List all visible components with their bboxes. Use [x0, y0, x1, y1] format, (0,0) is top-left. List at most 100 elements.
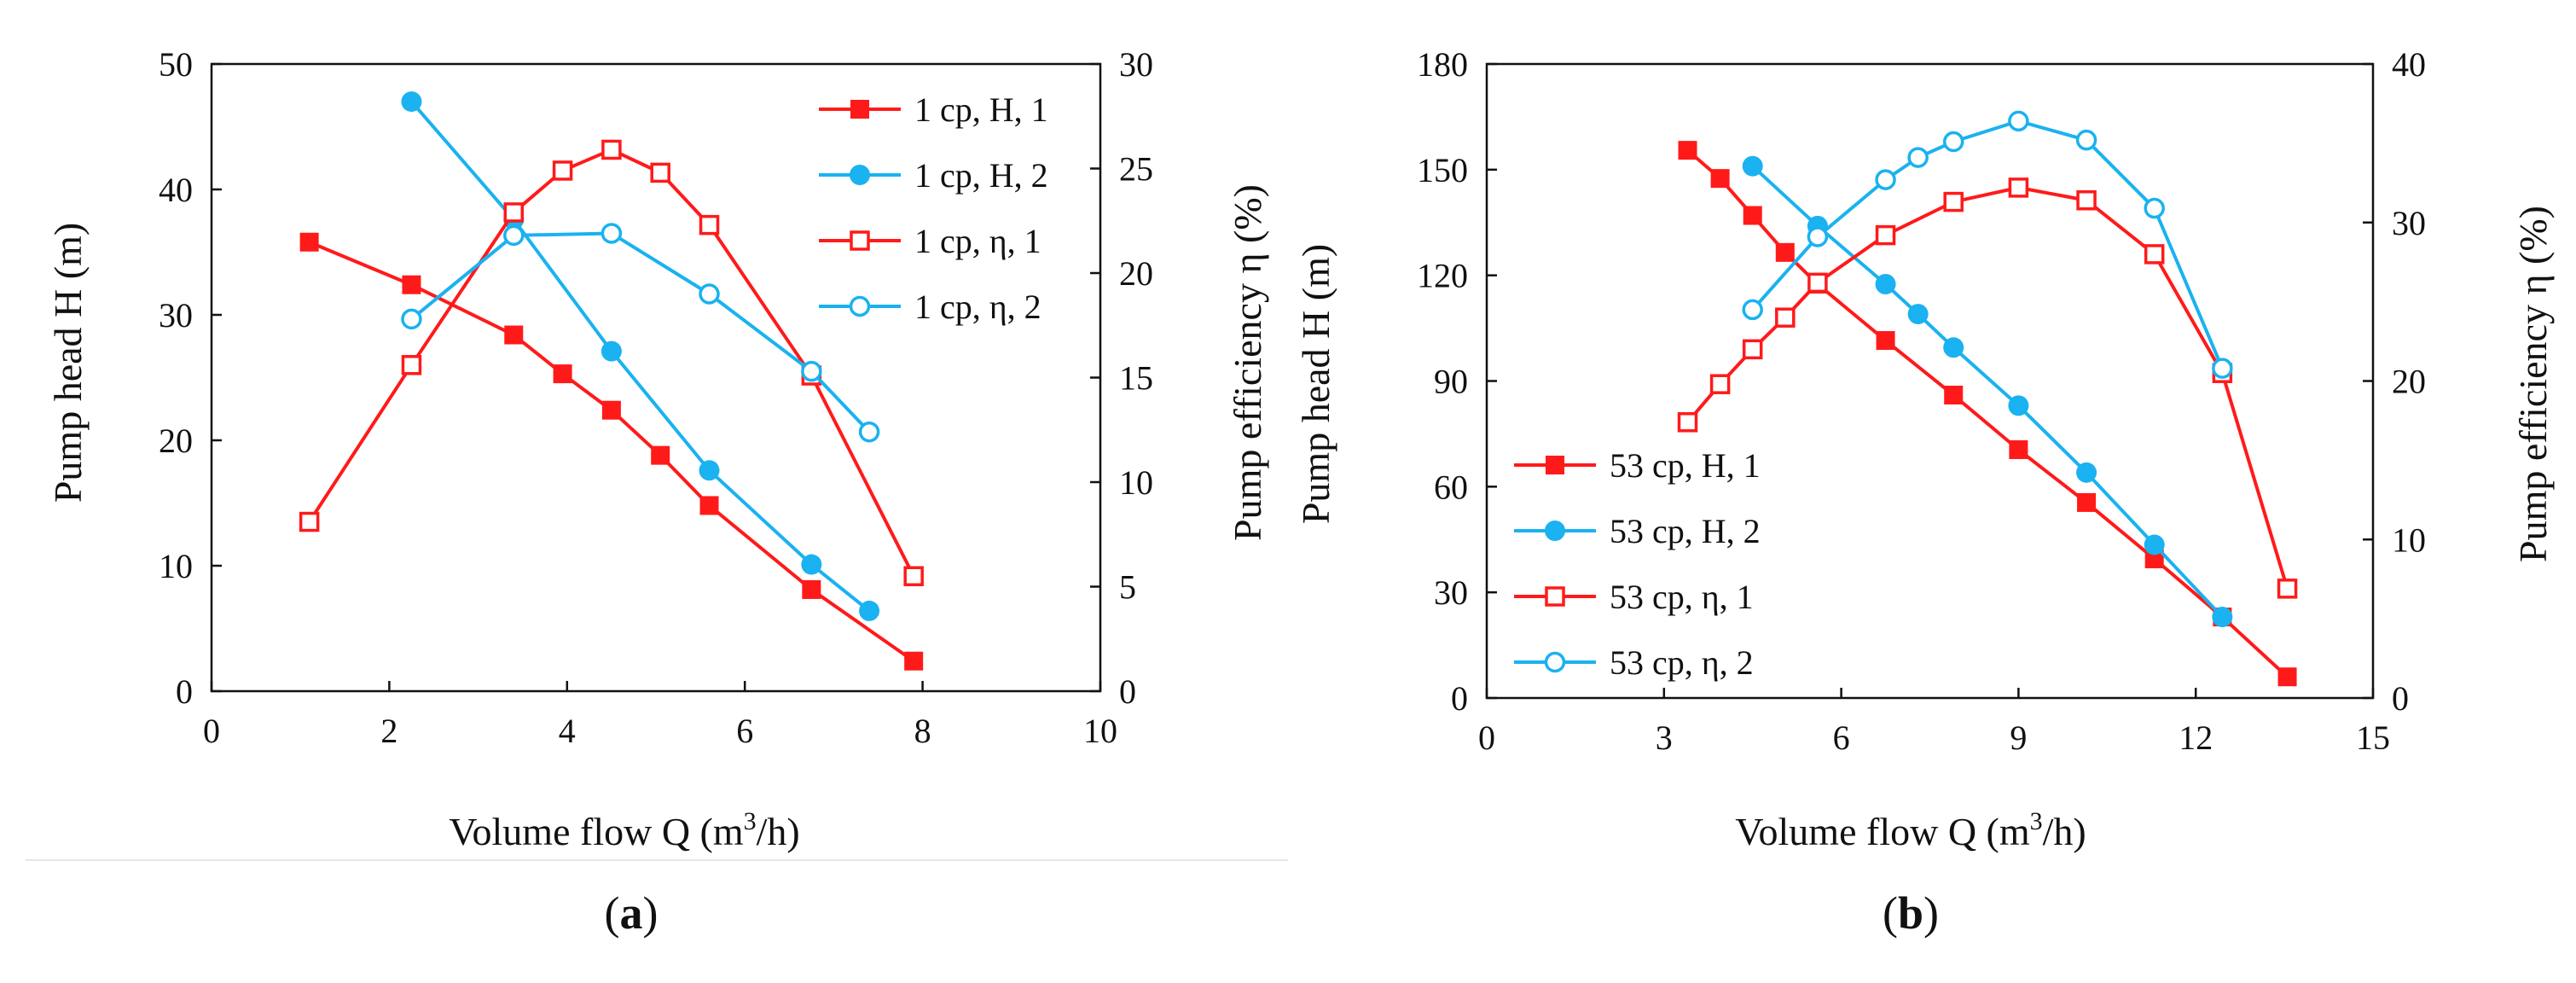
panel-b-x-tick-label: 3	[1656, 718, 1673, 757]
panel-a-x-axis-title: Volume flow Q (m3/h)	[449, 807, 800, 853]
panel-a-y-tick-label: 0	[176, 672, 193, 711]
panel-a-legend-item: 1 cp, η, 1	[819, 222, 1041, 260]
panel-a-series-2-point	[801, 554, 822, 575]
panel-a-y-tick-label: 20	[159, 422, 193, 460]
panel-b-series-4	[1742, 110, 2233, 379]
panel-a-x-tick-label: 0	[203, 712, 220, 750]
panel-a-legend-item: 1 cp, H, 2	[819, 156, 1048, 195]
panel-b-y-tick-label: 30	[1434, 573, 1468, 612]
panel-b-legend-swatch-marker	[1546, 456, 1564, 474]
panel-b-legend-label: 53 cp, η, 1	[1610, 578, 1754, 616]
panel-a-y2-tick-label: 5	[1119, 568, 1136, 607]
panel-a-series-4-point	[801, 360, 822, 382]
panel-a-x-tick-label: 2	[380, 712, 397, 750]
panel-a-series-2-point	[859, 600, 880, 621]
panel-a-series-4-point	[401, 308, 422, 330]
panel-b-series-4-point	[2212, 358, 2233, 379]
panel-b-x-tick-label: 6	[1833, 718, 1850, 757]
panel-b-series-4-point	[2008, 110, 2029, 132]
panel-a-series-1-point	[802, 579, 821, 599]
panel-b-legend-item: 53 cp, η, 1	[1514, 578, 1754, 616]
panel-a-series-1-point	[553, 364, 572, 384]
panel-b-series-4-point	[1942, 131, 1964, 153]
panel-a-series-2-line	[409, 100, 871, 613]
panel-a-y2-tick-label: 30	[1119, 45, 1153, 84]
panel-a-series-3-point	[401, 355, 422, 375]
panel-b-legend-swatch-marker	[1545, 521, 1565, 541]
panel-b-series-1-point	[2077, 492, 2097, 512]
panel-a-series-3-point	[903, 566, 924, 586]
panel-b-legend-label: 53 cp, H, 2	[1610, 512, 1761, 550]
panel-a-caption: (a)	[605, 887, 659, 939]
panel-a-y2-tick-label: 15	[1119, 359, 1153, 398]
panel-a-legend-swatch-marker	[849, 295, 871, 317]
panel-a-x-tick-label: 4	[559, 712, 576, 750]
panel-a-series-4-point	[699, 283, 720, 305]
panel-b-y-axis-title: Pump head H (m)	[1294, 244, 1337, 524]
panel-b-series-3-point	[2277, 579, 2298, 599]
panel-b-series-1-point	[2009, 439, 2028, 459]
panel-a-legend-label: 1 cp, η, 2	[914, 288, 1041, 326]
panel-a-y2-tick-label: 10	[1119, 463, 1153, 502]
panel-a-series-3-point	[299, 511, 320, 532]
panel-b-x-tick-label: 9	[2010, 718, 2027, 757]
panel-b-series-2-point	[2212, 607, 2233, 628]
panel-a-series-4-point	[858, 421, 880, 443]
panel-a-chart: Volume flow Q (m3/h) Pump head H (m) Pum…	[26, 45, 1288, 939]
panel-a-series-1-point	[601, 400, 621, 420]
panel-a-legend-item: 1 cp, η, 2	[819, 288, 1041, 326]
panel-b-legend-item: 53 cp, H, 1	[1514, 446, 1761, 485]
panel-b-chart: Volume flow Q (m3/h) Pump head H (m) Pum…	[1294, 45, 2555, 939]
panel-a-series-1-point	[699, 496, 719, 515]
panel-b-series-2-point	[2076, 462, 2097, 483]
panel-a-series-1	[299, 232, 924, 671]
panel-a-series-1-point	[504, 325, 524, 345]
panel-a-legend-label: 1 cp, H, 2	[914, 156, 1048, 195]
panel-b-x-axis-title: Volume flow Q (m3/h)	[1735, 807, 2086, 853]
panel-a-y2-tick-label: 0	[1119, 672, 1136, 711]
panel-a-series-2-point	[600, 340, 622, 362]
panel-a-legend: 1 cp, H, 1 1 cp, H, 2 1 cp, η, 1 1 cp, η, 2	[819, 90, 1048, 326]
panel-b-series-4-point	[2144, 197, 2165, 219]
panel-b-series-1-point	[1944, 386, 1964, 405]
panel-b-legend-label: 53 cp, H, 1	[1610, 446, 1761, 485]
panel-b-series-3-point	[1875, 224, 1896, 246]
panel-b-series-4-point	[1807, 226, 1829, 247]
panel-a-x-tick-label: 10	[1083, 712, 1117, 750]
panel-a-series-4-point	[600, 223, 623, 244]
panel-b-series-1-point	[1678, 141, 1697, 160]
panel-b-y-tick-label: 0	[1451, 679, 1468, 718]
panel-a-y2-tick-label: 25	[1119, 150, 1153, 189]
panel-a-x-tick-label: 6	[736, 712, 753, 750]
panel-b-series-2	[1742, 155, 2233, 628]
panel-b-series-3-point	[1742, 339, 1763, 360]
panel-b-x-tick-label: 15	[2356, 718, 2390, 757]
panel-b-series-3-point	[1677, 412, 1698, 433]
panel-a-legend-label: 1 cp, H, 1	[914, 90, 1048, 129]
panel-b-series-1-point	[1775, 242, 1795, 262]
panel-b-y2-tick-label: 20	[2392, 363, 2426, 401]
panel-b-series-2-point	[2144, 534, 2165, 555]
panel-a-series-4	[401, 223, 880, 443]
panel-b-caption: (b)	[1883, 887, 1939, 939]
panel-b-series-3-point	[2144, 244, 2165, 265]
panel-b-series-3-point	[2008, 177, 2029, 198]
panel-a-legend-swatch-marker	[850, 165, 870, 185]
panel-b-series-1-point	[1710, 169, 1730, 189]
panel-b-series-2-point	[1943, 337, 1964, 358]
panel-b-legend-item: 53 cp, H, 2	[1514, 512, 1761, 550]
panel-a-legend-swatch-marker	[850, 100, 869, 119]
panel-a-series-3-point	[503, 202, 525, 223]
panel-b-legend-label: 53 cp, η, 2	[1610, 643, 1754, 682]
panel-b-series-3-point	[1807, 272, 1828, 294]
panel-a-series-2-point	[699, 460, 720, 481]
panel-b-series-1-point	[1876, 331, 1895, 351]
panel-b-series-2-point	[1907, 304, 1929, 325]
panel-a-series-2-point	[401, 91, 422, 113]
panel-b-legend: 53 cp, H, 1 53 cp, H, 2 53 cp, η, 1 53 cp, …	[1514, 446, 1761, 682]
panel-b-x-tick-label: 12	[2179, 718, 2213, 757]
